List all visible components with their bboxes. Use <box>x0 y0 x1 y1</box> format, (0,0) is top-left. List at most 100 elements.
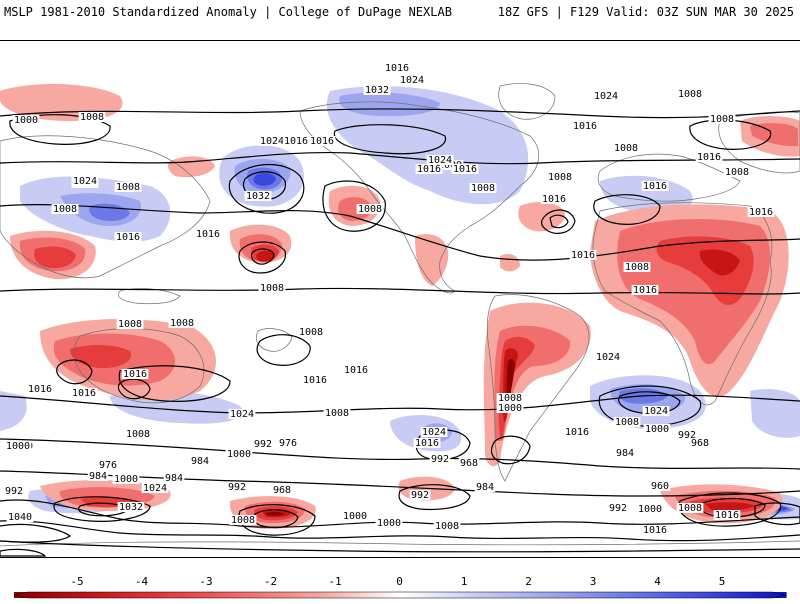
colorbar-segment <box>372 592 378 598</box>
colorbar-segment <box>318 592 324 598</box>
colorbar-tick-label: -1 <box>328 575 341 588</box>
colorbar-segment <box>361 592 366 598</box>
isobar-label: 1016 <box>643 525 667 536</box>
isobar-label: 1008 <box>725 167 749 178</box>
isobar-label: 1024 <box>400 75 424 86</box>
colorbar-tick-label: 3 <box>590 575 597 588</box>
isobar-label-bg <box>121 369 149 379</box>
colorbar-segment <box>334 592 339 598</box>
isobar-label-bg <box>469 183 497 193</box>
colorbar-segment <box>454 592 459 598</box>
isobar-label-bg <box>723 167 751 177</box>
colorbar-segment <box>222 592 227 598</box>
colorbar-segment <box>307 592 312 598</box>
colorbar-segment <box>345 592 351 598</box>
colorbar-segment <box>299 592 305 598</box>
isobar-label-bg <box>229 515 257 525</box>
colorbar-tick-label: 0 <box>396 575 403 588</box>
isobar-label-bg <box>117 502 145 512</box>
colorbar-outline <box>13 591 787 599</box>
isobar-label-bg <box>78 112 106 122</box>
colorbar-segment <box>75 592 81 598</box>
isobar-label-bg <box>676 430 698 440</box>
colorbar-segment <box>647 592 652 598</box>
isobar-label: 1000 <box>343 511 367 522</box>
colorbar-segment <box>542 592 548 598</box>
isobar-label-bg <box>592 91 620 101</box>
colorbar-segment <box>338 592 343 598</box>
isobar-label-bg <box>323 408 351 418</box>
colorbar-segment <box>14 592 19 598</box>
colorbar-segment <box>515 592 521 598</box>
colorbar-segment <box>168 592 173 598</box>
isobar-label-bg <box>97 460 119 470</box>
isobar-label: 1008 <box>678 89 702 100</box>
colorbar-segment <box>585 592 590 598</box>
isobar-label: 1024 <box>230 409 254 420</box>
isobar-label-bg <box>607 503 629 513</box>
colorbar-segment <box>546 592 552 598</box>
colorbar-segment <box>442 592 447 598</box>
isobar-label: 1016 <box>385 63 409 74</box>
colorbar-segment <box>419 592 424 598</box>
isobar-label-bg <box>451 164 479 174</box>
isobar-label: 1008 <box>118 319 142 330</box>
isobar-label: 1016 <box>415 438 439 449</box>
isobar-label: 984 <box>476 482 494 493</box>
colorbar-segment <box>434 592 440 598</box>
isobar-label: 976 <box>279 438 297 449</box>
isobar-label-bg <box>676 89 704 99</box>
colorbar-segment <box>635 592 640 598</box>
colorbar-segment <box>172 592 177 598</box>
isobar-label: 1024 <box>73 176 97 187</box>
world-map: 1016 1024 1000 1008 1032 1024 1016 1008 1024 1016… <box>0 40 800 558</box>
colorbar-segment <box>176 592 181 598</box>
isobar-label: 1008 <box>231 515 255 526</box>
colorbar-segment <box>207 592 212 598</box>
isobar-label: 1008 <box>548 172 572 183</box>
isobar-label: 1008 <box>625 262 649 273</box>
colorbar-tick-label: -3 <box>199 575 212 588</box>
isobar-label-bg <box>747 207 775 217</box>
isobar-label: 1008 <box>710 114 734 125</box>
colorbar-segment <box>396 592 401 598</box>
colorbar-segment <box>693 592 698 598</box>
colorbar-segment <box>237 592 243 598</box>
colorbar-segment <box>291 592 297 598</box>
isobar-label: 976 <box>99 460 117 471</box>
positive-anomaly-atlantic <box>600 175 693 214</box>
colorbar-segment <box>241 592 247 598</box>
colorbar-segment <box>415 592 420 598</box>
isobar-label-bg <box>341 511 369 521</box>
colorbar-segment <box>519 592 525 598</box>
colorbar-segment <box>758 592 764 598</box>
colorbar-segment <box>226 592 231 598</box>
isobar-label-bg <box>571 121 599 131</box>
colorbar-segment <box>569 592 575 598</box>
isobar-label: 1040 <box>8 512 32 523</box>
colorbar-tick-label: 2 <box>525 575 532 588</box>
colorbar-segment <box>25 592 31 598</box>
colorbar-segment <box>349 592 355 598</box>
colorbar-segment <box>261 592 266 598</box>
colorbar-segment <box>593 592 598 598</box>
colorbar-segment <box>353 592 359 598</box>
isobar-label: 1016 <box>565 427 589 438</box>
isobar-label-bg <box>252 439 274 449</box>
colorbar-segment <box>527 592 532 598</box>
isobar-label-bg <box>363 85 391 95</box>
isobar-label-bg <box>563 427 591 437</box>
isobar-label-bg <box>116 319 144 329</box>
colorbar-tick-label: 5 <box>719 575 726 588</box>
colorbar-segment <box>473 592 478 598</box>
colorbar-segment <box>149 592 154 598</box>
isobar-label: 1008 <box>299 327 323 338</box>
isobar-label: 1032 <box>365 85 389 96</box>
colorbar-segment <box>322 592 328 598</box>
isobar-label: 1008 <box>614 143 638 154</box>
isobar-label-bg <box>496 393 524 403</box>
isobar-label-bg <box>12 115 40 125</box>
isobar-label-bg <box>546 172 574 182</box>
colorbar-segment <box>735 592 741 598</box>
